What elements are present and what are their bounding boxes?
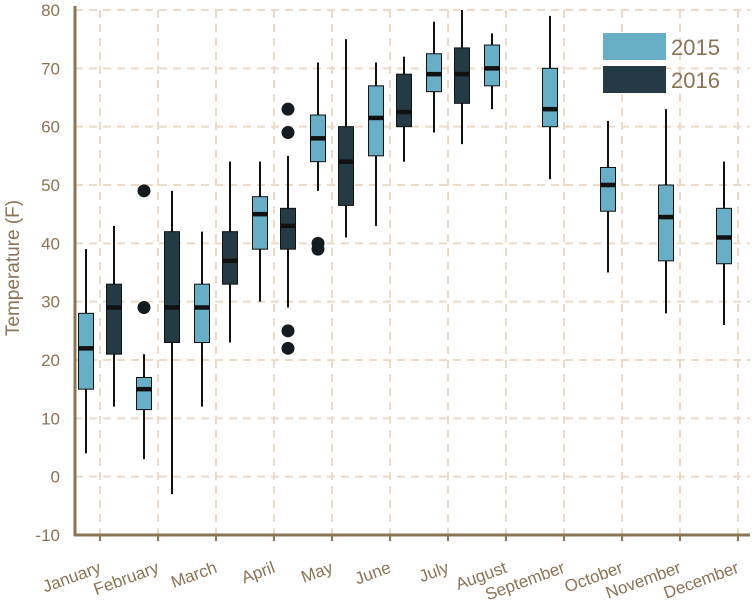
box-2015-october <box>600 120 616 273</box>
y-axis-title: Temperature (F) <box>3 200 24 336</box>
outlier-2016-april-0 <box>281 341 295 355</box>
y-tick-label-0: 0 <box>51 468 60 487</box>
legend-swatch-2016 <box>603 66 666 93</box>
x-tick-label-april: April <box>239 558 277 587</box>
iqr-box-2016-march <box>222 231 238 285</box>
iqr-box-2015-october <box>600 167 616 212</box>
box-2015-august <box>484 33 500 110</box>
legend-label-2016: 2016 <box>671 68 720 93</box>
box-2015-july <box>426 21 442 133</box>
grid <box>75 9 750 536</box>
iqr-box-2015-april <box>252 196 268 250</box>
x-tick-label-may: May <box>299 558 336 587</box>
box-2016-april <box>280 102 296 355</box>
box-2016-may <box>338 39 354 238</box>
legend-label-2015: 2015 <box>671 35 720 60</box>
box-2015-march <box>194 231 210 407</box>
y-tick-label-70: 70 <box>41 59 60 78</box>
y-tick-label-50: 50 <box>41 176 60 195</box>
iqr-box-2016-february <box>164 231 180 344</box>
y-tick-label-60: 60 <box>41 118 60 137</box>
box-2015-november <box>658 109 674 314</box>
iqr-box-2015-june <box>368 85 384 157</box>
iqr-box-2016-june <box>396 73 412 128</box>
legend: 2015 2016 <box>603 33 720 93</box>
y-tick-label-20: 20 <box>41 351 60 370</box>
y-tick-label-80: 80 <box>41 1 60 20</box>
boxes <box>78 10 732 495</box>
outlier-2016-april-3 <box>281 102 295 116</box>
box-2015-april <box>252 161 268 302</box>
outlier-2015-may-1 <box>311 236 325 250</box>
y-tick-label-40: 40 <box>41 234 60 253</box>
x-tick-label-july: July <box>416 558 451 586</box>
iqr-box-2015-march <box>194 283 210 343</box>
axes <box>73 6 750 541</box>
x-tick-label-june: June <box>352 558 393 588</box>
iqr-box-2015-september <box>542 67 558 128</box>
box-2015-december <box>716 161 732 325</box>
y-tick-label-10: 10 <box>41 409 60 428</box>
iqr-box-2015-november <box>658 184 674 262</box>
box-2015-june <box>368 62 384 226</box>
box-2016-june <box>396 56 412 162</box>
iqr-box-2015-february <box>136 377 152 411</box>
y-tick-label-30: 30 <box>41 293 60 312</box>
x-tick-label-february: February <box>91 558 162 599</box>
outlier-2015-february-0 <box>137 301 151 314</box>
outlier-2016-april-1 <box>281 324 295 338</box>
outlier-2016-april-2 <box>281 126 295 139</box>
outlier-2015-february-1 <box>137 184 151 198</box>
box-2015-january <box>78 249 94 454</box>
iqr-box-2015-august <box>484 44 500 87</box>
iqr-box-2016-may <box>338 126 354 206</box>
box-2015-february <box>136 184 152 460</box>
y-tick-label--10: -10 <box>35 526 60 545</box>
box-2016-march <box>222 161 238 343</box>
iqr-box-2016-april <box>280 207 296 250</box>
box-2015-may <box>310 62 326 256</box>
x-tick-label-march: March <box>168 558 219 592</box>
box-2016-january <box>106 225 122 407</box>
box-2016-july <box>454 10 470 145</box>
iqr-box-2016-january <box>106 283 122 355</box>
legend-swatch-2015 <box>603 33 666 60</box>
iqr-box-2015-january <box>78 312 94 390</box>
box-2015-september <box>542 15 558 180</box>
box-2016-february <box>164 190 180 495</box>
